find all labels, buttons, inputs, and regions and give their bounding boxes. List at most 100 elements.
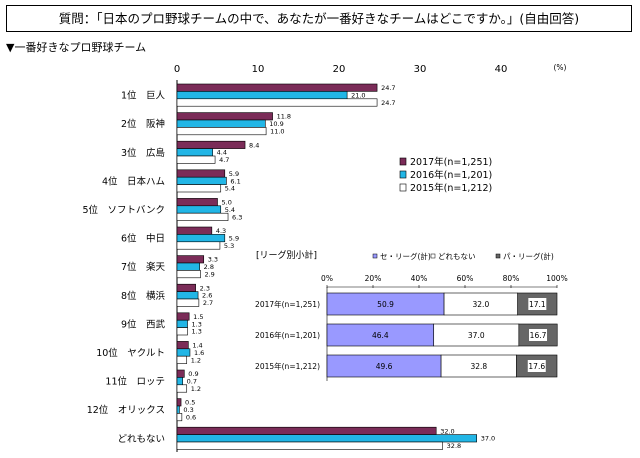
legend-label: 2016年(n=1,201)	[410, 169, 492, 181]
league-data-label: 17.6	[528, 362, 545, 371]
bar-2015-0	[176, 98, 378, 107]
league-row-label: 2016年(n=1,201)	[255, 330, 320, 340]
category-label: 5位 ソフトバンク	[82, 204, 165, 216]
data-label: 8.4	[249, 141, 259, 149]
data-label: 4.3	[216, 227, 226, 235]
league-tick-label: 60%	[457, 274, 474, 283]
league-tick-label: 40%	[411, 274, 428, 283]
bar-2015-3	[176, 184, 222, 193]
bar-2017-5	[176, 226, 213, 235]
data-label: 1.3	[192, 328, 202, 336]
data-label: 6.1	[230, 177, 240, 185]
bar-2017-6	[176, 255, 205, 264]
data-label: 4.4	[217, 149, 227, 157]
league-data-label: 16.7	[530, 331, 547, 340]
bar-2015-11	[176, 413, 183, 422]
bar-2017-10	[176, 369, 185, 378]
league-legend-swatch	[372, 253, 378, 259]
data-label: 37.0	[481, 435, 495, 443]
question-text: 質問：「日本のプロ野球チームの中で、あなたが一番好きなチームはどこですか。」(自…	[58, 11, 580, 26]
bar-2015-7	[176, 298, 200, 307]
data-label: 10.9	[269, 120, 283, 128]
category-label: 3位 広島	[121, 147, 165, 159]
data-label: 5.0	[222, 199, 232, 207]
bar-2017-0	[176, 83, 378, 92]
league-legend-label: どれもない	[438, 252, 476, 261]
data-label: 5.4	[225, 185, 235, 193]
bar-2016-11	[176, 405, 180, 414]
bar-2015-1	[176, 127, 267, 136]
category-label: 2位 阪神	[121, 118, 165, 130]
x-tick-label: 20	[333, 64, 346, 75]
category-label: 4位 日本ハム	[102, 175, 165, 187]
league-data-label: 37.0	[468, 331, 485, 340]
league-data-label: 49.6	[376, 362, 393, 371]
data-label: 32.0	[440, 427, 454, 435]
data-label: 0.6	[186, 414, 196, 422]
league-data-label: 17.1	[529, 300, 546, 309]
data-label: 2.9	[204, 271, 214, 279]
league-title: [リーグ別小計]	[256, 249, 317, 261]
data-label: 5.3	[224, 242, 234, 250]
bar-2017-7	[176, 283, 196, 292]
data-label: 0.5	[185, 399, 195, 407]
section-title: ▼一番好きなプロ野球チーム	[6, 41, 147, 54]
data-label: 1.6	[194, 349, 204, 357]
legend-swatch	[399, 170, 407, 179]
category-label: 8位 横浜	[121, 290, 166, 302]
league-row-label: 2015年(n=1,212)	[255, 361, 320, 371]
legend-swatch	[399, 157, 407, 166]
bar-2016-7	[176, 291, 199, 300]
bar-2016-8	[176, 319, 188, 328]
bar-2015-2	[176, 155, 216, 164]
bar-2015-5	[176, 241, 221, 250]
bar-2016-0	[176, 91, 348, 100]
data-label: 24.7	[381, 84, 395, 92]
category-label: 12位 オリックス	[87, 404, 165, 416]
x-tick-label: 10	[252, 64, 265, 75]
bar-2015-9	[176, 355, 188, 364]
bar-2016-10	[176, 377, 183, 386]
bar-2015-4	[176, 212, 229, 221]
category-label: 10位 ヤクルト	[96, 347, 165, 359]
bar-2015-10	[176, 384, 188, 393]
bar-2017-3	[176, 169, 226, 178]
bar-2016-2	[176, 148, 213, 157]
data-label: 5.9	[229, 170, 239, 178]
data-label: 11.0	[270, 128, 284, 136]
bar-2016-1	[176, 119, 266, 128]
bar-2017-4	[176, 198, 218, 207]
league-legend-swatch	[430, 253, 436, 259]
bar-2017-11	[176, 398, 182, 407]
league-tick-label: 0%	[321, 274, 333, 283]
league-label-bg	[527, 360, 546, 372]
x-tick-label: 40	[495, 64, 508, 75]
data-label: 0.9	[188, 370, 198, 378]
data-label: 5.4	[225, 206, 235, 214]
data-label: 0.7	[187, 378, 197, 386]
data-label: 5.9	[229, 235, 239, 243]
bar-2017-8	[176, 312, 190, 321]
bar-2017-9	[176, 341, 189, 350]
bar-2016-5	[176, 234, 226, 243]
league-tick-label: 20%	[365, 274, 382, 283]
category-label: 7位 楽天	[121, 261, 166, 273]
data-label: 1.2	[191, 356, 201, 364]
x-tick-label: 30	[414, 64, 427, 75]
bar-2015-6	[176, 270, 201, 279]
data-label: 6.3	[232, 213, 242, 221]
data-label: 2.8	[204, 263, 214, 271]
category-label: 11位 ロッテ	[105, 376, 165, 388]
bar-2017-1	[176, 112, 273, 121]
data-label: 1.4	[192, 342, 202, 350]
data-label: 0.3	[183, 406, 193, 414]
bar-2016-3	[176, 176, 227, 185]
legend-swatch	[399, 183, 407, 192]
bar-2015-12	[176, 441, 443, 450]
league-tick-label: 80%	[503, 274, 520, 283]
x-tick-label: 0	[174, 64, 180, 75]
bar-2015-8	[176, 327, 188, 336]
data-label: 2.6	[202, 292, 212, 300]
league-data-label: 32.0	[473, 300, 490, 309]
